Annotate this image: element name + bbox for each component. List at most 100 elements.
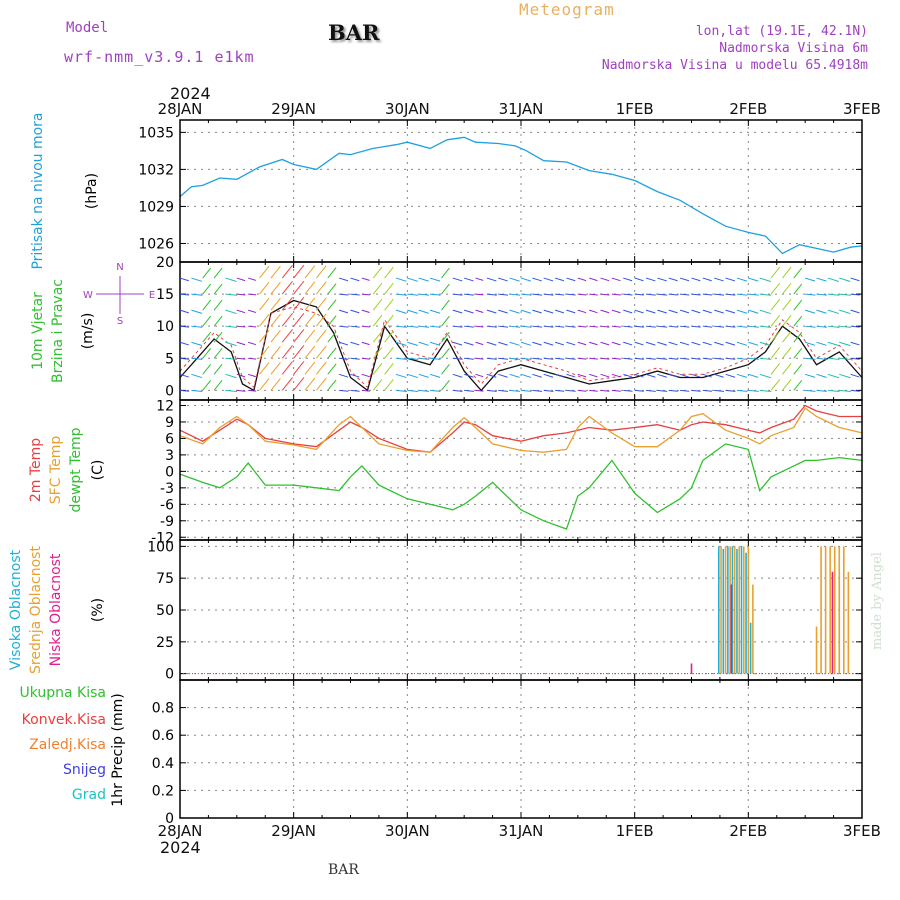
- wind-arrow: [361, 309, 370, 313]
- wind-arrow: [736, 325, 748, 328]
- wind-arrow: [827, 341, 840, 347]
- compass-w-label: W: [83, 290, 93, 301]
- wind-arrow: [668, 293, 678, 296]
- wind-arrow: [213, 347, 223, 359]
- wind-arrow: [748, 309, 759, 314]
- x-axis-label-bottom: 30JAN: [385, 822, 430, 840]
- wind-arrow: [702, 373, 712, 378]
- wind-arrow: [600, 309, 610, 314]
- series-line-pressure-0: [179, 136, 863, 255]
- wind-arrow: [225, 389, 238, 393]
- wind-arrow: [577, 373, 587, 378]
- wind-arrow: [645, 309, 656, 314]
- wind-arrow: [452, 325, 463, 328]
- wind-ylabel-2: Brzina i Pravac: [50, 279, 66, 383]
- wind-arrow: [179, 373, 189, 378]
- wind-arrow: [623, 325, 633, 328]
- wind-arrow: [407, 325, 419, 328]
- y-tick-label: 12: [156, 398, 174, 414]
- wind-arrow: [702, 357, 713, 360]
- wind-arrow: [441, 315, 450, 327]
- wind-arrow: [339, 325, 349, 328]
- wind-arrow: [611, 373, 621, 378]
- wind-arrow: [623, 373, 633, 378]
- wind-arrow: [293, 329, 305, 343]
- wind-arrow: [520, 357, 532, 360]
- wind-arrow: [225, 293, 238, 296]
- wind-arrow: [213, 267, 223, 279]
- meteogram-label: Meteogram: [519, 0, 615, 19]
- wind-arrow: [577, 309, 587, 314]
- wind-arrow: [555, 325, 565, 328]
- wind-arrow: [736, 309, 748, 314]
- cloud-low-ylabel: Niska Oblacnost: [48, 553, 64, 666]
- wind-arrow: [520, 341, 532, 346]
- wind-arrow: [668, 309, 678, 314]
- wind-arrow: [384, 314, 394, 327]
- wind-arrow: [464, 373, 474, 378]
- wind-arrow: [543, 325, 554, 328]
- wind-arrow: [611, 341, 621, 346]
- wind-arrow: [759, 325, 772, 328]
- precip-legend-item: Zaledj.Kisa: [29, 737, 106, 753]
- wind-arrow: [714, 357, 725, 360]
- wind-arrow: [407, 389, 419, 392]
- wind-arrow: [213, 363, 223, 375]
- wind-arrow: [759, 341, 771, 347]
- elevation-label: Nadmorska Visina 6m: [719, 41, 868, 56]
- wind-arrow: [668, 389, 678, 392]
- wind-arrow: [839, 373, 851, 379]
- y-tick-label: 6: [165, 431, 174, 447]
- wind-arrow: [350, 341, 360, 346]
- wind-arrow: [293, 264, 305, 279]
- wind-arrow: [248, 389, 257, 392]
- wind-arrow: [486, 277, 497, 282]
- wind-arrow: [805, 341, 816, 346]
- wind-arrow: [532, 357, 543, 360]
- wind-arrow: [213, 331, 223, 343]
- wind-arrow: [338, 341, 349, 346]
- wind-arrow: [736, 373, 748, 378]
- wind-arrow: [225, 357, 238, 360]
- wind-arrow: [827, 309, 840, 315]
- wind-arrow: [532, 277, 542, 282]
- wind-arrow: [498, 309, 508, 314]
- wind-arrow: [191, 357, 203, 360]
- wind-arrow: [486, 373, 497, 378]
- wind-arrow: [202, 299, 212, 311]
- wind-arrow: [248, 293, 257, 296]
- wind-arrow: [600, 373, 610, 378]
- wind-arrow: [327, 283, 337, 295]
- wind-arrow: [509, 309, 520, 314]
- wind-arrow: [555, 357, 565, 360]
- x-axis-label-bottom: 31JAN: [499, 822, 544, 840]
- series-line-temperature-0: [179, 404, 862, 453]
- wind-arrow: [645, 341, 656, 346]
- wind-arrow: [589, 341, 598, 346]
- wind-arrow: [384, 347, 394, 359]
- wind-arrow: [236, 389, 246, 392]
- wind-arrow: [441, 267, 450, 279]
- wind-arrow: [725, 373, 736, 378]
- wind-arrow: [702, 309, 712, 314]
- wind-arrow: [418, 389, 430, 392]
- wind-arrow: [452, 389, 463, 392]
- wind-arrow: [213, 283, 223, 295]
- wind-arrow: [634, 341, 644, 346]
- wind-arrow: [486, 357, 497, 360]
- wind-arrow: [372, 314, 383, 327]
- wind-arrow: [782, 330, 792, 343]
- y-tick-label: 0: [165, 667, 174, 683]
- wind-arrow: [191, 325, 203, 328]
- wind-arrow: [623, 341, 633, 346]
- wind-arrow: [452, 357, 463, 360]
- wind-arrow: [532, 309, 542, 314]
- wind-arrow: [634, 293, 644, 296]
- wind-arrow: [611, 309, 621, 314]
- wind-arrow: [634, 277, 644, 282]
- wind-arrow: [589, 373, 598, 378]
- wind-arrow: [805, 389, 816, 392]
- y-tick-label: -6: [160, 497, 174, 513]
- y-tick-label: 5: [165, 351, 174, 367]
- wind-arrow: [850, 341, 860, 346]
